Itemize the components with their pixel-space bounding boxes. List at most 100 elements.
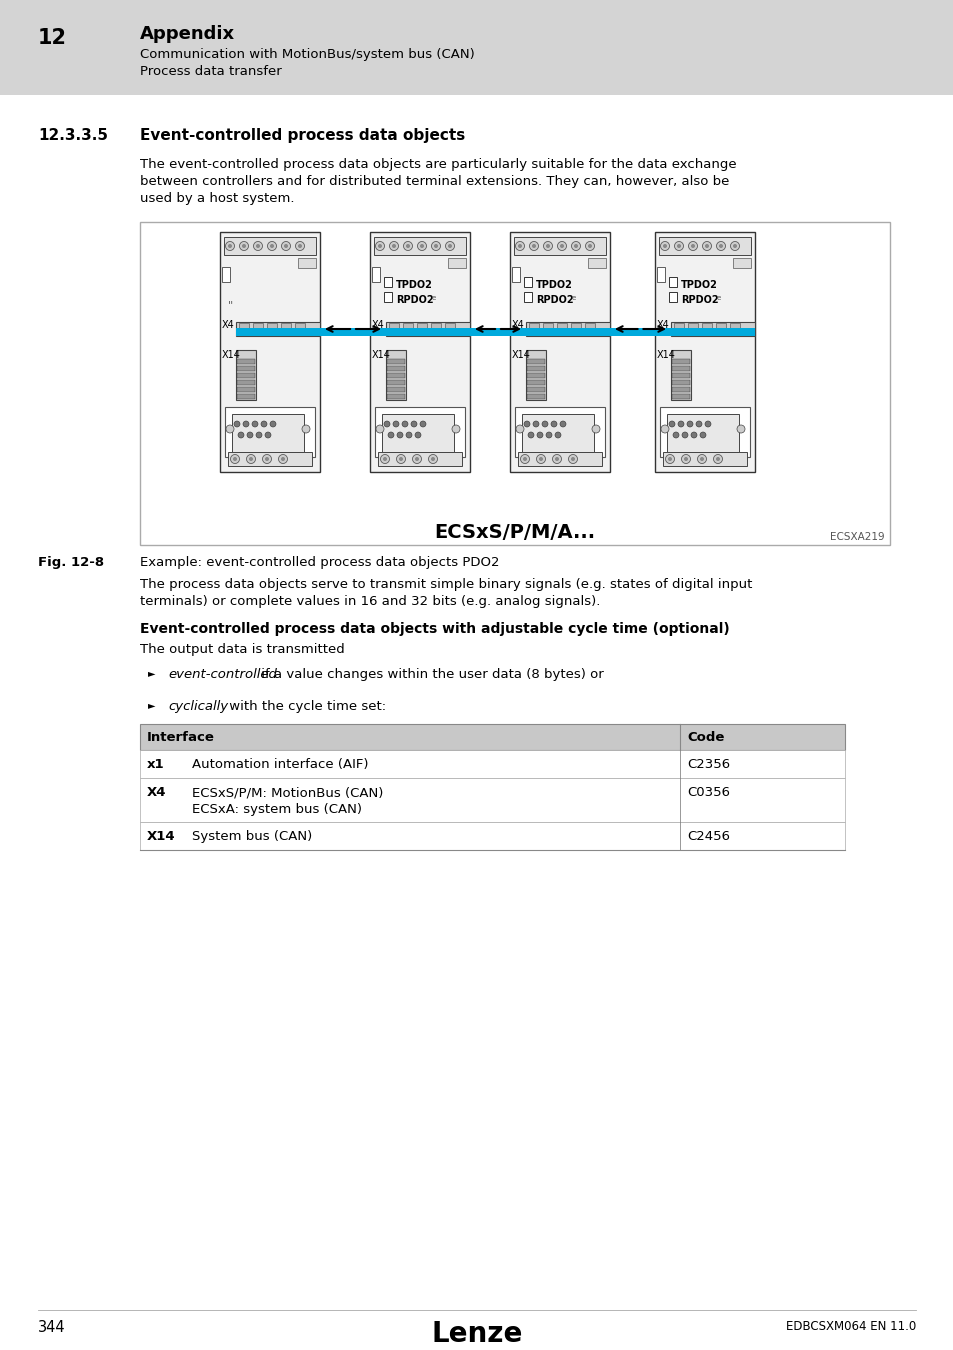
Bar: [386, 323, 470, 336]
Circle shape: [415, 458, 418, 460]
Circle shape: [677, 244, 680, 248]
Text: The output data is transmitted: The output data is transmitted: [140, 643, 344, 656]
Circle shape: [243, 421, 249, 427]
Circle shape: [574, 244, 578, 248]
Bar: [140, 822, 844, 850]
Circle shape: [265, 432, 271, 437]
Circle shape: [552, 455, 561, 463]
Bar: [431, 323, 440, 335]
Circle shape: [384, 421, 390, 427]
Text: 344: 344: [38, 1320, 66, 1335]
Circle shape: [389, 242, 398, 251]
Circle shape: [696, 421, 701, 427]
Circle shape: [252, 421, 257, 427]
Text: RPDO2: RPDO2: [395, 296, 434, 305]
Circle shape: [431, 458, 435, 460]
Text: e: e: [572, 296, 576, 301]
Text: X4: X4: [512, 320, 524, 329]
Text: TPDO2: TPDO2: [680, 279, 717, 290]
Circle shape: [393, 421, 398, 427]
Circle shape: [226, 425, 233, 433]
Circle shape: [233, 421, 240, 427]
Text: Event-controlled process data objects with adjustable cycle time (optional): Event-controlled process data objects wi…: [140, 622, 729, 636]
Circle shape: [678, 421, 683, 427]
Circle shape: [683, 458, 687, 460]
Bar: [729, 323, 740, 335]
Bar: [377, 452, 461, 466]
Bar: [687, 323, 698, 335]
Circle shape: [668, 421, 675, 427]
Bar: [384, 277, 392, 288]
Circle shape: [681, 432, 687, 437]
Circle shape: [431, 242, 440, 251]
Bar: [517, 452, 601, 466]
Circle shape: [730, 242, 739, 251]
Circle shape: [233, 458, 236, 460]
Circle shape: [674, 242, 682, 251]
Circle shape: [265, 458, 269, 460]
Bar: [701, 323, 711, 335]
Text: X4: X4: [222, 320, 234, 329]
Text: ECSXA219: ECSXA219: [829, 532, 884, 541]
Bar: [140, 221, 889, 545]
Bar: [236, 373, 254, 378]
Text: X14: X14: [372, 350, 391, 360]
Circle shape: [532, 244, 536, 248]
Circle shape: [452, 425, 459, 433]
Circle shape: [377, 244, 381, 248]
Text: Event-controlled process data objects: Event-controlled process data objects: [140, 128, 465, 143]
Bar: [584, 323, 595, 335]
Circle shape: [253, 242, 262, 251]
Bar: [386, 350, 406, 400]
Text: C2356: C2356: [686, 757, 729, 771]
Bar: [523, 292, 532, 302]
Circle shape: [516, 425, 523, 433]
Text: with the cycle time set:: with the cycle time set:: [225, 701, 386, 713]
Circle shape: [701, 242, 711, 251]
Bar: [716, 323, 725, 335]
Bar: [370, 232, 470, 472]
Text: Lenze: Lenze: [431, 1320, 522, 1349]
Text: TPDO2: TPDO2: [395, 279, 433, 290]
Text: terminals) or complete values in 16 and 32 bits (e.g. analog signals).: terminals) or complete values in 16 and …: [140, 595, 599, 608]
Circle shape: [522, 458, 526, 460]
Circle shape: [281, 458, 285, 460]
Text: between controllers and for distributed terminal extensions. They can, however, : between controllers and for distributed …: [140, 176, 729, 188]
Circle shape: [665, 455, 674, 463]
Bar: [525, 350, 545, 400]
Bar: [294, 323, 305, 335]
Bar: [671, 359, 689, 364]
Circle shape: [434, 244, 437, 248]
Bar: [670, 323, 754, 336]
Text: ECSxS/P/M/A...: ECSxS/P/M/A...: [434, 522, 595, 541]
Circle shape: [551, 421, 557, 427]
Bar: [448, 258, 465, 269]
Circle shape: [533, 421, 538, 427]
Bar: [671, 394, 689, 400]
Text: The event-controlled process data objects are particularly suitable for the data: The event-controlled process data object…: [140, 158, 736, 171]
Bar: [387, 387, 405, 392]
Circle shape: [249, 458, 253, 460]
Text: C0356: C0356: [686, 786, 729, 799]
Circle shape: [419, 421, 426, 427]
Bar: [253, 323, 263, 335]
Bar: [0, 0, 953, 95]
Text: Process data transfer: Process data transfer: [140, 65, 281, 78]
Text: event-controlled: event-controlled: [168, 668, 276, 680]
Circle shape: [520, 455, 529, 463]
Circle shape: [571, 242, 579, 251]
Text: X14: X14: [147, 830, 175, 842]
Bar: [140, 724, 844, 751]
Bar: [557, 323, 566, 335]
Circle shape: [732, 244, 737, 248]
Circle shape: [559, 244, 563, 248]
Bar: [671, 387, 689, 392]
Bar: [228, 452, 312, 466]
Bar: [416, 323, 427, 335]
Bar: [662, 452, 746, 466]
Circle shape: [242, 244, 246, 248]
Text: e: e: [432, 296, 436, 301]
Bar: [444, 323, 455, 335]
Circle shape: [529, 242, 537, 251]
Text: X14: X14: [222, 350, 240, 360]
